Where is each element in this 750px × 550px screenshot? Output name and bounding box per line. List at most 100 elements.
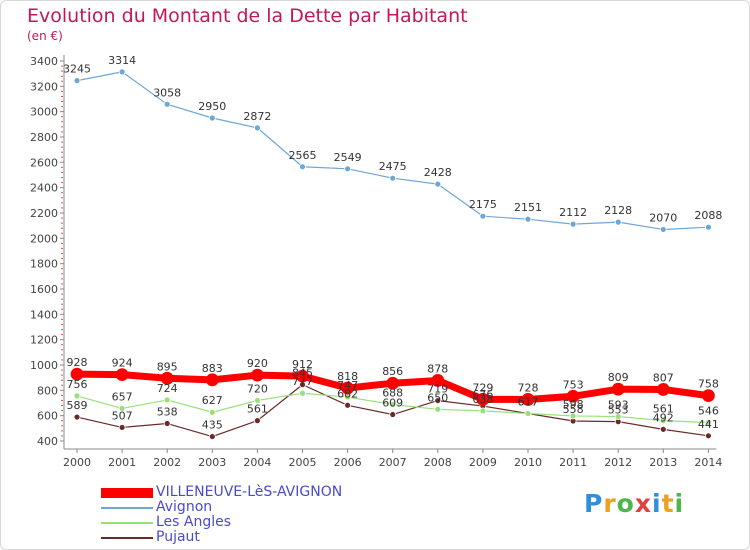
data-point-0: [70, 367, 84, 381]
data-label-0: 912: [292, 358, 313, 371]
data-label-1: 2175: [469, 198, 497, 211]
logo-letter: i: [652, 489, 662, 518]
data-label-1: 3245: [63, 63, 91, 76]
data-label-0: 809: [608, 371, 629, 384]
data-label-2: 561: [653, 403, 674, 416]
data-point-2: [73, 392, 81, 400]
data-point-1: [479, 212, 487, 220]
data-label-2: 720: [247, 382, 268, 395]
data-label-1: 2088: [694, 209, 722, 222]
data-label-0: 895: [157, 360, 178, 373]
x-tick-label: 2000: [63, 456, 91, 469]
x-tick-label: 2012: [604, 456, 632, 469]
data-point-3: [73, 413, 81, 421]
y-tick-label: 1000: [30, 359, 58, 372]
y-tick-label: 2800: [30, 131, 58, 144]
data-point-2: [614, 413, 622, 420]
data-label-0: 920: [247, 357, 268, 370]
data-label-3: 492: [653, 411, 674, 424]
data-label-0: 807: [653, 371, 674, 384]
data-label-1: 2112: [559, 206, 587, 219]
data-label-1: 2151: [514, 201, 542, 214]
data-point-2: [253, 397, 261, 404]
data-label-3: 845: [292, 367, 313, 380]
data-point-2: [434, 405, 442, 413]
logo-letter: i: [674, 489, 685, 518]
data-point-1: [253, 124, 261, 132]
data-point-2: [569, 412, 577, 420]
brand-logo: Proxiti: [584, 489, 684, 518]
data-point-3: [163, 420, 171, 427]
data-point-0: [476, 392, 490, 406]
data-label-3: 441: [698, 418, 719, 431]
data-label-3: 553: [608, 404, 629, 417]
logo-letter: x: [634, 489, 652, 518]
data-point-1: [389, 174, 397, 182]
data-point-0: [296, 369, 309, 383]
data-label-3: 609: [382, 397, 403, 410]
data-label-2: 546: [698, 405, 719, 418]
data-point-1: [569, 220, 577, 228]
data-label-2: 688: [382, 387, 403, 400]
data-label-1: 2475: [379, 160, 407, 173]
x-tick-label: 2014: [694, 456, 722, 469]
data-label-1: 2950: [198, 100, 226, 113]
legend-label-pujaut: Pujaut: [156, 529, 200, 545]
data-point-0: [431, 374, 445, 387]
chart-subtitle: (en €): [27, 29, 63, 43]
data-label-1: 2565: [289, 149, 317, 162]
data-point-0: [115, 368, 129, 382]
data-point-3: [344, 401, 352, 409]
data-label-3: 507: [112, 409, 133, 422]
data-point-0: [205, 373, 219, 387]
data-label-2: 650: [427, 391, 448, 404]
data-point-2: [163, 396, 171, 404]
y-tick-label: 1600: [30, 283, 58, 296]
logo-letter: t: [661, 489, 675, 518]
data-point-0: [702, 389, 715, 403]
data-label-1: 2070: [649, 211, 677, 224]
data-label-0: 924: [112, 357, 133, 370]
data-point-3: [659, 425, 667, 433]
data-point-0: [160, 371, 174, 385]
y-tick-label: 3200: [30, 80, 58, 93]
data-label-2: 724: [157, 382, 178, 395]
data-point-1: [434, 180, 442, 188]
data-label-3: 719: [427, 383, 448, 396]
data-point-1: [73, 77, 81, 85]
data-label-0: 729: [472, 381, 493, 394]
data-point-0: [611, 382, 625, 396]
x-tick-label: 2010: [514, 456, 542, 469]
x-tick-label: 2011: [559, 456, 587, 469]
x-tick-label: 2009: [469, 456, 497, 469]
data-label-3: 682: [337, 387, 358, 400]
data-label-3: 617: [518, 396, 539, 409]
legend-swatch-villeneuve: [101, 488, 153, 498]
x-tick-label: 2002: [153, 456, 181, 469]
data-point-0: [656, 383, 670, 396]
data-point-0: [521, 393, 535, 406]
data-label-0: 728: [518, 381, 539, 394]
data-label-1: 2872: [243, 110, 271, 123]
x-tick-label: 2003: [198, 456, 226, 469]
data-label-2: 777: [292, 375, 313, 388]
data-point-3: [253, 417, 261, 425]
data-point-2: [479, 407, 487, 415]
x-tick-label: 2007: [379, 456, 407, 469]
logo-letter: o: [616, 489, 635, 518]
data-point-1: [163, 100, 171, 108]
data-label-1: 2128: [604, 204, 632, 217]
y-tick-label: 1200: [30, 334, 58, 347]
y-tick-label: 400: [37, 435, 58, 448]
data-point-1: [705, 223, 712, 231]
x-tick-label: 2005: [289, 456, 317, 469]
data-point-3: [705, 432, 712, 440]
data-point-1: [344, 165, 352, 173]
data-label-1: 2428: [424, 166, 452, 179]
data-label-3: 589: [67, 399, 88, 412]
data-point-0: [341, 381, 355, 395]
y-tick-label: 3400: [30, 55, 58, 68]
x-tick-label: 2004: [243, 456, 271, 469]
data-label-0: 928: [67, 356, 88, 369]
